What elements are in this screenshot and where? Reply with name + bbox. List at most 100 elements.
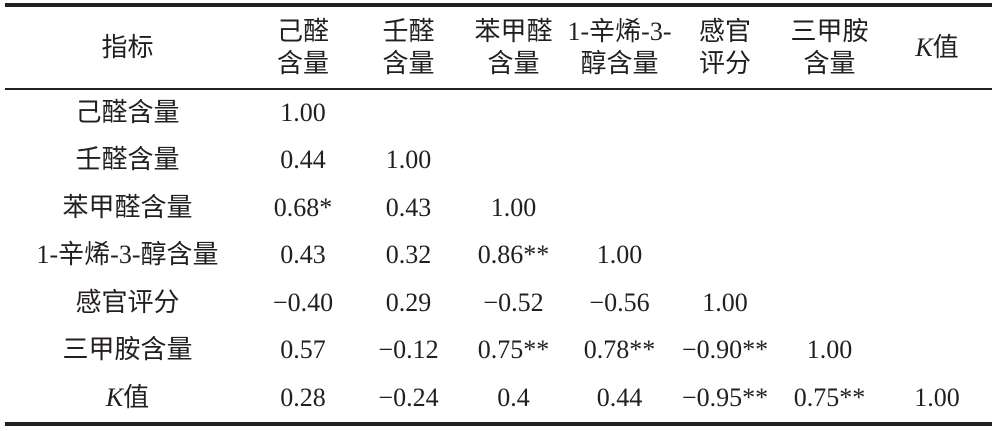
row-label-text: 三甲胺含量 <box>62 335 193 365</box>
empty-cell <box>777 184 882 232</box>
row-label: 1-辛烯-3-醇含量 <box>5 232 250 280</box>
table-cell: −0.95** <box>681 382 769 412</box>
header-line: 壬醛 <box>382 16 435 46</box>
empty-cell <box>882 137 992 185</box>
table-header: 指标 己醛 含量 壬醛 含量 苯甲醛 含量 1-辛烯-3- 醇含量 <box>5 7 992 90</box>
empty-cell <box>673 184 777 232</box>
table-cell: 1.00 <box>596 240 643 270</box>
table-cell: 0.28 <box>280 382 326 412</box>
table-row: 己醛含量 1.00 <box>5 89 992 137</box>
table-cell: 1.00 <box>702 287 748 317</box>
header-k-italic: K <box>915 32 933 62</box>
table-row: 三甲胺含量 0.57 −0.12 0.75** 0.78** −0.90** 1… <box>5 327 992 375</box>
table-cell: −0.24 <box>378 382 439 412</box>
table-cell: 1.00 <box>914 382 960 412</box>
table-cell: 1.00 <box>280 98 326 128</box>
header-row: 指标 己醛 含量 壬醛 含量 苯甲醛 含量 1-辛烯-3- 醇含量 <box>5 7 992 90</box>
row-label: 苯甲醛含量 <box>5 184 250 232</box>
header-k-value: K值 <box>882 7 992 90</box>
empty-cell <box>356 89 461 137</box>
header-line: 评分 <box>698 48 751 78</box>
empty-cell <box>461 137 566 185</box>
empty-cell <box>673 232 777 280</box>
correlation-table: 指标 己醛 含量 壬醛 含量 苯甲醛 含量 1-辛烯-3- 醇含量 <box>5 3 992 426</box>
empty-cell <box>777 279 882 327</box>
table-body: 己醛含量 1.00 壬醛含量 0.44 1.00 <box>5 89 992 422</box>
header-indicator: 指标 <box>5 7 250 90</box>
table-row: 苯甲醛含量 0.68* 0.43 1.00 <box>5 184 992 232</box>
table-cell: 0.78** <box>583 335 656 365</box>
empty-cell <box>777 232 882 280</box>
table-cell: 1.00 <box>490 192 537 222</box>
row-label-text: 感官评分 <box>75 287 180 317</box>
table-cell: 0.43 <box>385 192 432 222</box>
empty-cell <box>882 89 992 137</box>
table-cell: 0.29 <box>385 287 432 317</box>
header-benzaldehyde: 苯甲醛 含量 <box>461 7 566 90</box>
header-line: 1-辛烯-3- <box>567 16 672 46</box>
header-line: 含量 <box>487 48 540 78</box>
empty-cell <box>673 137 777 185</box>
table-cell: 1.00 <box>385 145 432 175</box>
row-label-text: 苯甲醛含量 <box>62 192 193 222</box>
table-row: 1-辛烯-3-醇含量 0.43 0.32 0.86** 1.00 <box>5 232 992 280</box>
header-sensory-score: 感官 评分 <box>673 7 777 90</box>
table-cell: 0.44 <box>596 382 643 412</box>
empty-cell <box>777 137 882 185</box>
row-label-k-italic: K <box>105 382 124 412</box>
table-row: 感官评分 −0.40 0.29 −0.52 −0.56 1.00 <box>5 279 992 327</box>
empty-cell <box>566 184 673 232</box>
header-line: 三甲胺 <box>790 16 869 46</box>
table-cell: −0.12 <box>378 335 439 365</box>
table-cell: 0.75** <box>477 335 550 365</box>
header-nonanal: 壬醛 含量 <box>356 7 461 90</box>
table-cell: −0.40 <box>272 287 334 317</box>
table-cell: 0.57 <box>280 335 326 365</box>
table-cell: 0.86** <box>477 240 550 270</box>
header-line: 指标 <box>101 32 154 62</box>
row-label: K值 <box>5 374 250 422</box>
header-line: 感官 <box>698 16 751 46</box>
empty-cell <box>566 89 673 137</box>
row-label-text: 1-辛烯-3-醇含量 <box>36 240 219 270</box>
header-line: 己醛 <box>276 16 329 46</box>
table-cell: 0.44 <box>280 145 326 175</box>
empty-cell <box>673 89 777 137</box>
empty-cell <box>566 137 673 185</box>
row-label: 感官评分 <box>5 279 250 327</box>
header-line: 含量 <box>803 48 856 78</box>
row-label-text: 值 <box>123 382 150 412</box>
table-cell: −0.56 <box>589 287 650 317</box>
table-cell: −0.52 <box>483 287 544 317</box>
correlation-table-grid: 指标 己醛 含量 壬醛 含量 苯甲醛 含量 1-辛烯-3- 醇含量 <box>5 7 992 422</box>
row-label: 己醛含量 <box>5 89 250 137</box>
empty-cell <box>777 89 882 137</box>
table-cell: 0.4 <box>497 382 530 412</box>
row-label-text: 壬醛含量 <box>75 145 180 175</box>
empty-cell <box>882 327 992 375</box>
empty-cell <box>882 279 992 327</box>
header-line: K值 <box>882 32 992 64</box>
row-label-text: 己醛含量 <box>75 98 180 128</box>
table-cell: 0.32 <box>385 240 432 270</box>
empty-cell <box>461 89 566 137</box>
table-cell: 1.00 <box>806 335 853 365</box>
header-octenol: 1-辛烯-3- 醇含量 <box>566 7 673 90</box>
table-row: 壬醛含量 0.44 1.00 <box>5 137 992 185</box>
header-line: 含量 <box>276 48 329 78</box>
header-line: 含量 <box>382 48 435 78</box>
table-cell: 0.68* <box>273 192 333 222</box>
header-k-suffix: 值 <box>932 32 959 62</box>
header-hexanal: 己醛 含量 <box>250 7 356 90</box>
empty-cell <box>882 184 992 232</box>
empty-cell <box>882 232 992 280</box>
header-line: 苯甲醛 <box>474 16 553 46</box>
table-cell: −0.90** <box>681 335 769 365</box>
row-label: 三甲胺含量 <box>5 327 250 375</box>
row-label: 壬醛含量 <box>5 137 250 185</box>
table-cell: 0.75** <box>793 382 866 412</box>
header-trimethylamine: 三甲胺 含量 <box>777 7 882 90</box>
table-row: K值 0.28 −0.24 0.4 0.44 −0.95** 0.75** 1.… <box>5 374 992 422</box>
header-line: 醇含量 <box>580 48 659 78</box>
table-cell: 0.43 <box>280 240 326 270</box>
